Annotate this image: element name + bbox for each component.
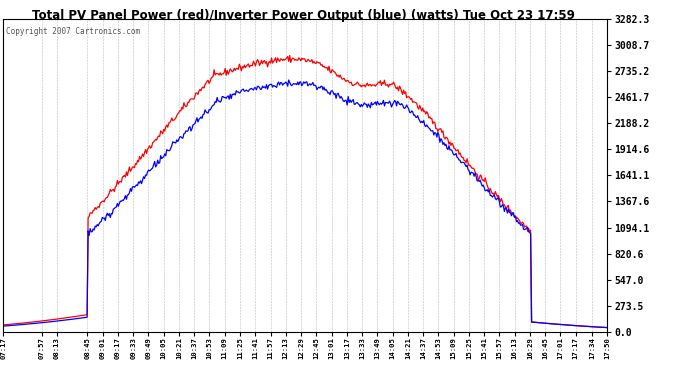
Text: Copyright 2007 Cartronics.com: Copyright 2007 Cartronics.com [6,27,141,36]
Text: Total PV Panel Power (red)/Inverter Power Output (blue) (watts) Tue Oct 23 17:59: Total PV Panel Power (red)/Inverter Powe… [32,9,575,22]
